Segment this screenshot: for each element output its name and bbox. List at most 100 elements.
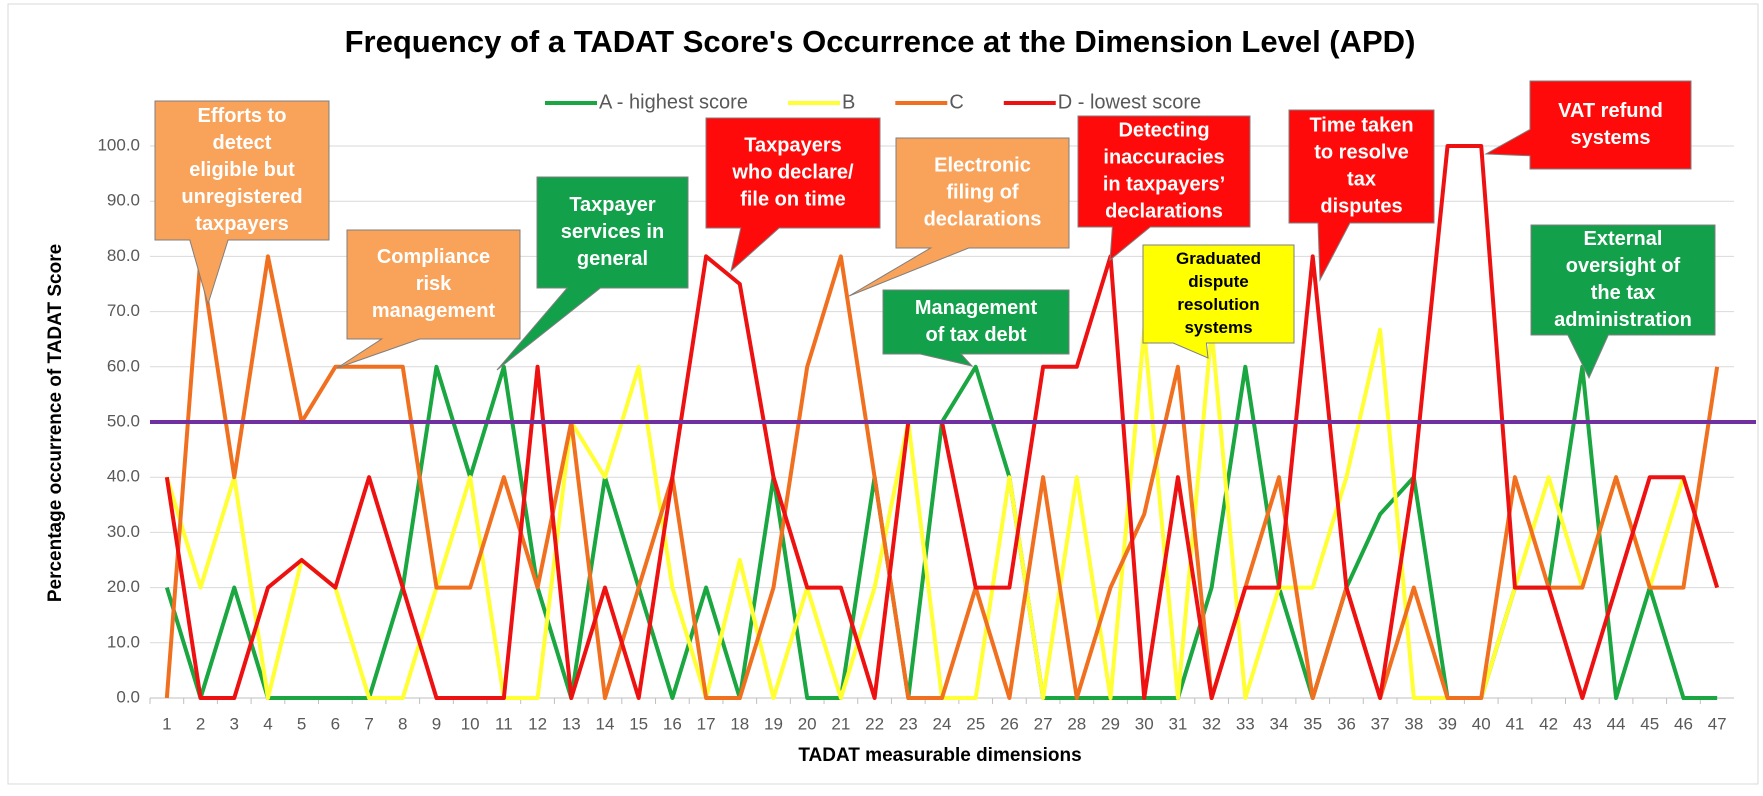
x-tick-label: 42: [1539, 714, 1558, 733]
callout-text: in taxpayers’: [1103, 173, 1225, 195]
callout-text: administration: [1554, 309, 1692, 331]
callout-text: detect: [213, 132, 272, 154]
y-tick-label: 20.0: [107, 577, 140, 596]
callout-text: systems: [1184, 318, 1252, 337]
x-tick-label: 9: [432, 714, 441, 733]
legend-label: B: [842, 91, 855, 113]
x-tick-label: 40: [1472, 714, 1491, 733]
legend-label: C: [949, 91, 963, 113]
x-tick-label: 24: [933, 714, 952, 733]
x-tick-label: 6: [331, 714, 340, 733]
callout: External oversight of the tax administratio…: [1530, 224, 1716, 380]
x-axis-label: TADAT measurable dimensions: [798, 745, 1081, 766]
callout-text: systems: [1570, 127, 1650, 149]
callout-text: tax: [1347, 168, 1376, 190]
callout-text: services in: [561, 221, 664, 243]
callout-shape: [848, 137, 1070, 297]
callout-text: Time taken: [1309, 114, 1413, 136]
callout-text: Management: [915, 297, 1038, 319]
x-tick-label: 46: [1674, 714, 1693, 733]
callout-shape: [1077, 115, 1251, 262]
callout-text: declarations: [1105, 200, 1223, 222]
x-tick-label: 18: [730, 714, 749, 733]
callout: Compliance risk management: [336, 229, 521, 369]
callout-text: file on time: [740, 188, 846, 210]
x-tick-label: 19: [764, 714, 783, 733]
callout: Taxpayer services in general: [496, 176, 689, 371]
x-tick-label: 23: [899, 714, 918, 733]
callout-text: to resolve: [1314, 141, 1408, 163]
callout-text: Taxpayer: [569, 194, 656, 216]
x-tick-label: 4: [263, 714, 272, 733]
callout-text: Electronic: [934, 154, 1031, 176]
callout: Efforts to detect eligible but unregistered…: [154, 100, 330, 306]
callout-text: Compliance: [377, 246, 490, 268]
y-tick-label: 10.0: [107, 632, 140, 651]
callout-text: management: [372, 300, 496, 322]
x-tick-label: 43: [1573, 714, 1592, 733]
x-tick-label: 8: [398, 714, 407, 733]
y-tick-label: 40.0: [107, 467, 140, 486]
callout-text: oversight of: [1566, 255, 1681, 277]
callout-shape: [1530, 224, 1716, 380]
x-tick-label: 25: [966, 714, 985, 733]
x-tick-label: 32: [1202, 714, 1221, 733]
callout: Taxpayers who declare/file on time: [705, 117, 881, 273]
x-tick-label: 47: [1708, 714, 1727, 733]
x-tick-label: 13: [562, 714, 581, 733]
y-tick-label: 70.0: [107, 301, 140, 320]
x-tick-label: 35: [1303, 714, 1322, 733]
y-tick-label: 90.0: [107, 191, 140, 210]
x-tick-label: 11: [495, 714, 513, 733]
callout: VAT refund systems: [1484, 80, 1692, 170]
x-tick-label: 16: [663, 714, 682, 733]
series-line: [164, 254, 1720, 700]
x-tick-label: 2: [196, 714, 205, 733]
x-tick-label: 30: [1135, 714, 1154, 733]
callout-shape: [154, 100, 330, 306]
callout-text: who declare/: [731, 161, 854, 183]
callout-text: dispute: [1188, 272, 1248, 291]
x-tick-label: 28: [1067, 714, 1086, 733]
callout-shape: [1142, 244, 1295, 359]
x-tick-label: 33: [1236, 714, 1255, 733]
x-tick-label: 5: [297, 714, 306, 733]
callout-text: risk: [416, 273, 452, 295]
x-tick-label: 14: [596, 714, 615, 733]
x-tick-label: 34: [1270, 714, 1289, 733]
callout-text: taxpayers: [195, 213, 288, 235]
y-tick-label: 0.0: [116, 687, 140, 706]
x-tick-label: 17: [697, 714, 716, 733]
x-tick-label: 29: [1101, 714, 1120, 733]
callout-text: Taxpayers: [744, 134, 841, 156]
callout-text: Efforts to: [198, 105, 287, 127]
x-tick-label: 45: [1640, 714, 1659, 733]
y-tick-label: 80.0: [107, 246, 140, 265]
callout-text: External: [1584, 228, 1663, 250]
callout-text: resolution: [1177, 295, 1259, 314]
chart-title: Frequency of a TADAT Score's Occurrence …: [345, 24, 1416, 59]
callout-text: the tax: [1591, 282, 1655, 304]
legend-label: A - highest score: [599, 91, 748, 113]
callout: Graduated dispute resolution systems: [1142, 244, 1295, 359]
x-tick-label: 7: [364, 714, 373, 733]
x-tick-label: 1: [162, 714, 171, 733]
x-tick-label: 41: [1505, 714, 1524, 733]
callout-text: of tax debt: [925, 324, 1026, 346]
callout-text: filing of: [946, 181, 1019, 203]
x-tick-label: 12: [528, 714, 547, 733]
callout-shape: [1484, 80, 1692, 170]
x-tick-label: 15: [629, 714, 648, 733]
callout-shape: [1288, 109, 1435, 282]
x-tick-label: 3: [230, 714, 239, 733]
x-tick-label: 38: [1404, 714, 1423, 733]
y-axis-label: Percentage occurrence of TADAT Score: [45, 244, 66, 602]
legend-label: D - lowest score: [1058, 91, 1201, 113]
callout: Management of tax debt: [882, 289, 1070, 367]
callout-shape: [496, 176, 689, 371]
callout-text: general: [577, 248, 648, 270]
callout-text: declarations: [924, 208, 1042, 230]
x-tick-label: 20: [798, 714, 817, 733]
callout-text: unregistered: [181, 186, 302, 208]
